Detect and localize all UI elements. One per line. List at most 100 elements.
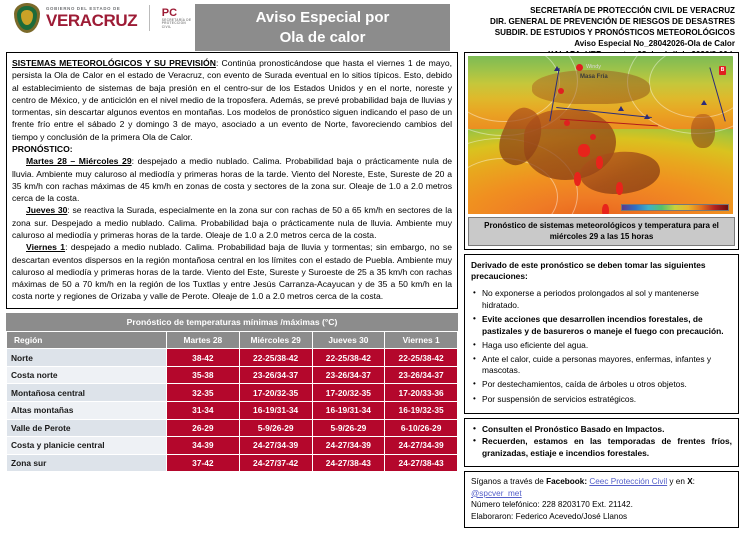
systems-body: : Continúa pronosticándose que hasta el … [12, 58, 452, 142]
government-logo: GOBIERNO DEL ESTADO DE VERACRUZ PC SECRE… [0, 3, 195, 33]
document-title: Aviso Especial por Ola de calor [195, 4, 450, 51]
cell-value: 23-26/34-37 [311, 365, 386, 385]
table-row: Valle de Perote 26-29 5-9/26-29 5-9/26-2… [6, 418, 458, 438]
row-region: Altas montañas [6, 401, 167, 420]
table-body: Norte 38-42 22-25/38-42 22-25/38-42 22-2… [6, 348, 458, 473]
cell-value: 37-42 [166, 453, 240, 473]
title-line-2: Ola de calor [279, 28, 366, 46]
forecast-day-2: Viernes 1: despejado a medio nublado. Ca… [12, 241, 452, 302]
front-pip-icon [701, 100, 707, 105]
front-marker [564, 120, 570, 126]
col-header-miercoles-29: Miércoles 29 [238, 330, 313, 350]
weather-map-image: B Masa Fría Windy [468, 56, 733, 214]
list-item: Haga uso eficiente del agua. [471, 339, 732, 352]
col-header-region: Región [6, 330, 167, 350]
front-pip-icon [644, 114, 650, 119]
title-line-1: Aviso Especial por [255, 9, 390, 27]
table-row: Costa norte 35-38 23-26/34-37 23-26/34-3… [6, 365, 458, 385]
table-caption: Pronóstico de temperaturas mínimas /máxi… [6, 312, 458, 331]
bulletin-number: Aviso Especial No_28042026-Ola de Calor [574, 39, 735, 48]
contact-panel: Síganos a través de Facebook: Ceec Prote… [464, 470, 739, 529]
logo-divider [149, 5, 150, 31]
air-mass-label: Masa Fría [580, 74, 608, 80]
cell-value: 24-27/37-42 [238, 453, 313, 473]
row-region: Norte [6, 348, 167, 367]
day-label-2: Viernes 1 [26, 242, 66, 253]
usa-landmass [532, 70, 650, 104]
x-handle-link[interactable]: @spcver_met [471, 488, 522, 498]
x-label: X [687, 476, 693, 486]
table-row: Montañosa central 32-35 17-20/32-35 17-2… [6, 383, 458, 402]
cell-value: 31-34 [166, 401, 240, 420]
list-item: Por suspensión de servicios estratégicos… [471, 393, 732, 406]
day-text-2: : despejado a medio nublado. Calima. Pro… [12, 242, 452, 302]
forecast-day-0: Martes 28 – Miércoles 29: despejado a me… [12, 155, 452, 204]
day-label-0: Martes 28 – Miércoles 29 [26, 156, 132, 167]
facebook-label: Facebook: [546, 476, 588, 486]
row-region: Costa norte [6, 365, 167, 385]
col-header-viernes-1: Viernes 1 [384, 330, 458, 350]
precautions-list: No exponerse a periodos prolongados al s… [471, 287, 732, 406]
list-item: Recuerden, estamos en las temporadas de … [471, 435, 732, 460]
precautions-heading: Derivado de este pronóstico se deben tom… [471, 260, 706, 282]
front-marker [590, 134, 596, 140]
social-line: Síganos a través de Facebook: Ceec Prote… [471, 476, 695, 498]
table-row: Norte 38-42 22-25/38-42 22-25/38-42 22-2… [6, 348, 458, 367]
left-column: SISTEMAS METEOROLÓGICOS Y SU PREVISIÓN: … [6, 52, 458, 528]
main-content: SISTEMAS METEOROLÓGICOS Y SU PREVISIÓN: … [0, 52, 745, 529]
cell-value: 24-27/34-39 [238, 436, 313, 455]
dept-line-2: DIR. GENERAL DE PREVENCIÓN DE RIESGOS DE… [490, 17, 735, 26]
systems-paragraph: SISTEMAS METEOROLÓGICOS Y SU PREVISIÓN: … [12, 57, 452, 143]
list-item: No exponerse a periodos prolongados al s… [471, 287, 732, 311]
precautions-panel: Derivado de este pronóstico se deben tom… [464, 254, 739, 414]
temperature-table-zone: Pronóstico de temperaturas mínimas /máxi… [6, 312, 458, 473]
veracruz-wordmark: GOBIERNO DEL ESTADO DE VERACRUZ [46, 6, 138, 30]
pc-logo: PC SECRETARÍA DE PROTECCIÓN CIVIL [162, 7, 195, 30]
low-pressure-blob [616, 182, 623, 195]
table-row: Altas montañas 31-34 16-19/31-34 16-19/3… [6, 401, 458, 420]
cell-value: 22-25/38-42 [238, 348, 313, 367]
forecast-day-1: Jueves 30: se reactiva la Surada, especi… [12, 204, 452, 241]
cell-value: 24-27/34-39 [311, 436, 386, 455]
col-header-jueves-30: Jueves 30 [311, 330, 386, 350]
cell-value: 17-20/32-35 [238, 383, 313, 402]
table-row: Costa y planicie central 34-39 24-27/34-… [6, 436, 458, 455]
cell-value: 32-35 [166, 383, 240, 402]
front-pip-icon [554, 66, 560, 71]
facebook-link[interactable]: Ceec Protección Civil [589, 476, 668, 486]
cell-value: 24-27/38-43 [311, 453, 386, 473]
veracruz-shield-icon [14, 3, 40, 33]
systems-heading: SISTEMAS METEOROLÓGICOS Y SU PREVISIÓN [12, 58, 216, 68]
cell-value: 35-38 [166, 365, 240, 385]
systems-forecast-panel: SISTEMAS METEOROLÓGICOS Y SU PREVISIÓN: … [6, 52, 458, 309]
right-column: B Masa Fría Windy Pronóstico de sistemas… [464, 52, 739, 529]
temperature-color-scale [621, 204, 729, 211]
table-row: Zona sur 37-42 24-27/37-42 24-27/38-43 2… [6, 453, 458, 473]
state-name: VERACRUZ [46, 10, 138, 30]
list-item: Consulten el Pronóstico Basado en Impact… [471, 423, 732, 436]
day-text-0: : despejado a medio nublado. Calima. Pro… [12, 156, 452, 204]
cell-value: 17-20/33-36 [384, 383, 458, 402]
low-pressure-blob [578, 144, 590, 157]
front-marker [558, 88, 564, 94]
cell-value: 22-25/38-42 [311, 348, 386, 367]
cell-value: 23-26/34-37 [384, 365, 458, 385]
row-region: Costa y planicie central [6, 436, 167, 455]
low-pressure-blob [602, 204, 609, 214]
isobar-line [649, 56, 733, 118]
weather-map-panel: B Masa Fría Windy Pronóstico de sistemas… [464, 52, 739, 251]
col-header-martes-28: Martes 28 [166, 330, 240, 350]
cell-value: 24-27/38-43 [384, 453, 458, 473]
cell-value: 5-9/26-29 [238, 418, 313, 438]
forecast-title: PRONÓSTICO: [12, 143, 73, 154]
list-item: Por destechamientos, caída de árboles u … [471, 378, 732, 391]
cell-value: 38-42 [166, 348, 240, 367]
and-text: y en [667, 476, 688, 486]
table-header-row: Región Martes 28 Miércoles 29 Jueves 30 … [6, 330, 458, 350]
gov-line: GOBIERNO DEL ESTADO DE [46, 6, 121, 12]
cell-value: 22-25/38-42 [384, 348, 458, 367]
day-text-1: : se reactiva la Surada, especialmente e… [12, 205, 452, 240]
row-region: Valle de Perote [6, 418, 167, 438]
temperature-table: Pronóstico de temperaturas mínimas /máxi… [6, 312, 458, 473]
low-pressure-label: B [719, 66, 726, 75]
